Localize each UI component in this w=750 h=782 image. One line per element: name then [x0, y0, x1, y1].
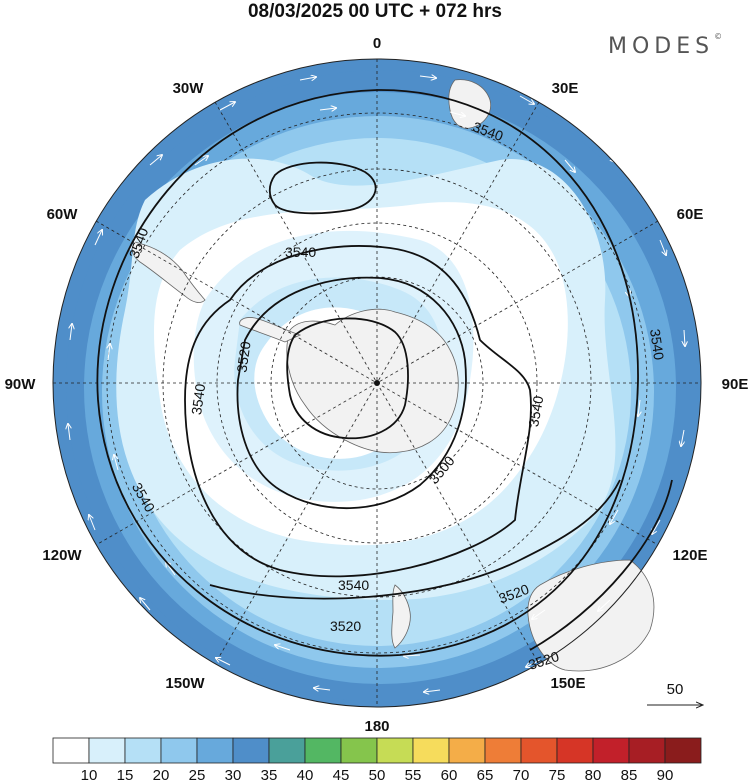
colorbar-tick-label: 60: [441, 767, 458, 782]
map-title: 08/03/2025 00 UTC + 072 hrs: [247, 1, 503, 22]
colorbar-swatch: [484, 737, 522, 764]
latitude-circle: [216, 222, 538, 544]
south-pole-marker: [374, 380, 380, 386]
colorbar-tick-label: 45: [333, 767, 350, 782]
contour-label: 3540: [647, 328, 667, 361]
colorbar-tick-label: 30: [225, 767, 242, 782]
contour-3520: [236, 276, 467, 510]
colorbar-swatch: [88, 737, 126, 764]
height-contours: [96, 89, 673, 657]
lon-label-60e: 60E: [677, 206, 704, 223]
africa-tip: [448, 79, 492, 129]
colorbar-swatch: [268, 737, 306, 764]
colorbar-swatch: [304, 737, 342, 764]
south-america: [131, 241, 206, 303]
australia: [527, 559, 655, 672]
colorbar-tick-label: 65: [477, 767, 494, 782]
colorbar-swatch: [160, 737, 198, 764]
contour-3540-closed: [268, 161, 377, 215]
colorbar-tick-label: 20: [153, 767, 170, 782]
colorbar-tick-label: 25: [189, 767, 206, 782]
lon-label-0: 0: [373, 35, 381, 52]
contour-label: 3540: [525, 394, 546, 428]
lon-label-60w: 60W: [47, 206, 79, 223]
contour-label: 3540: [188, 383, 208, 416]
landmasses: [131, 79, 655, 672]
wind-vectors: [68, 76, 685, 692]
colorbar-tick-label: 85: [621, 767, 638, 782]
colorbar-swatch: [232, 737, 270, 764]
colorbar-swatch: [664, 737, 702, 764]
colorbar-swatch: [592, 737, 630, 764]
lon-label-30w: 30W: [173, 80, 205, 97]
lon-label-90e: 90E: [722, 376, 749, 393]
colorbar-swatch: [124, 737, 162, 764]
contour-label: 3520: [330, 618, 361, 634]
contour-label: 3540: [338, 577, 369, 593]
colorbar-swatch: [628, 737, 666, 764]
colorbar-swatch: [376, 737, 414, 764]
lon-label-120w: 120W: [42, 547, 82, 564]
contour-3540-inner: [184, 245, 532, 578]
colorbar-tick-label: 40: [297, 767, 314, 782]
contour-3540-mid: [209, 479, 621, 600]
colorbar-swatch: [448, 737, 486, 764]
colorbar-swatch: [196, 737, 234, 764]
map-border: [52, 58, 702, 708]
colorbar-tick-label: 55: [405, 767, 422, 782]
contour-label: 3540: [285, 244, 316, 260]
reference-vector-label: 50: [667, 681, 684, 698]
colorbar-tick-label: 75: [549, 767, 566, 782]
colorbar-tick-label: 50: [369, 767, 386, 782]
new-zealand: [391, 584, 411, 649]
lon-label-30e: 30E: [552, 80, 579, 97]
contour-3520-outer: [529, 479, 673, 651]
colorbar-tick-label: 90: [657, 767, 674, 782]
contour-3540-outer: [96, 89, 639, 657]
colorbar: 10 15 20 25 30 35 40 45 50 55 60 65 70 75 80 85 90: [52, 737, 702, 782]
lon-label-150w: 150W: [165, 675, 205, 692]
colorbar-swatch: [412, 737, 450, 764]
brand-logo: MODES©: [608, 31, 723, 59]
lon-label-180: 180: [364, 718, 389, 735]
contour-label: 3520: [233, 340, 253, 373]
colorbar-swatch: [520, 737, 558, 764]
colorbar-tick-label: 35: [261, 767, 278, 782]
colorbar-tick-label: 10: [81, 767, 98, 782]
lon-label-120e: 120E: [672, 547, 707, 564]
colorbar-tick-label: 70: [513, 767, 530, 782]
colorbar-swatch: [52, 737, 90, 764]
lon-label-90w: 90W: [5, 376, 37, 393]
antarctica: [286, 308, 459, 454]
colorbar-tick-label: 80: [585, 767, 602, 782]
colorbar-swatch: [340, 737, 378, 764]
longitude-labels: 0 30E 60E 90E 120E 150E 180 150W 120W 90…: [5, 35, 749, 735]
lon-label-150e: 150E: [550, 675, 585, 692]
colorbar-swatch: [556, 737, 594, 764]
reference-vector: 50: [647, 681, 703, 705]
contour-3500: [286, 317, 409, 440]
colorbar-tick-label: 15: [117, 767, 134, 782]
